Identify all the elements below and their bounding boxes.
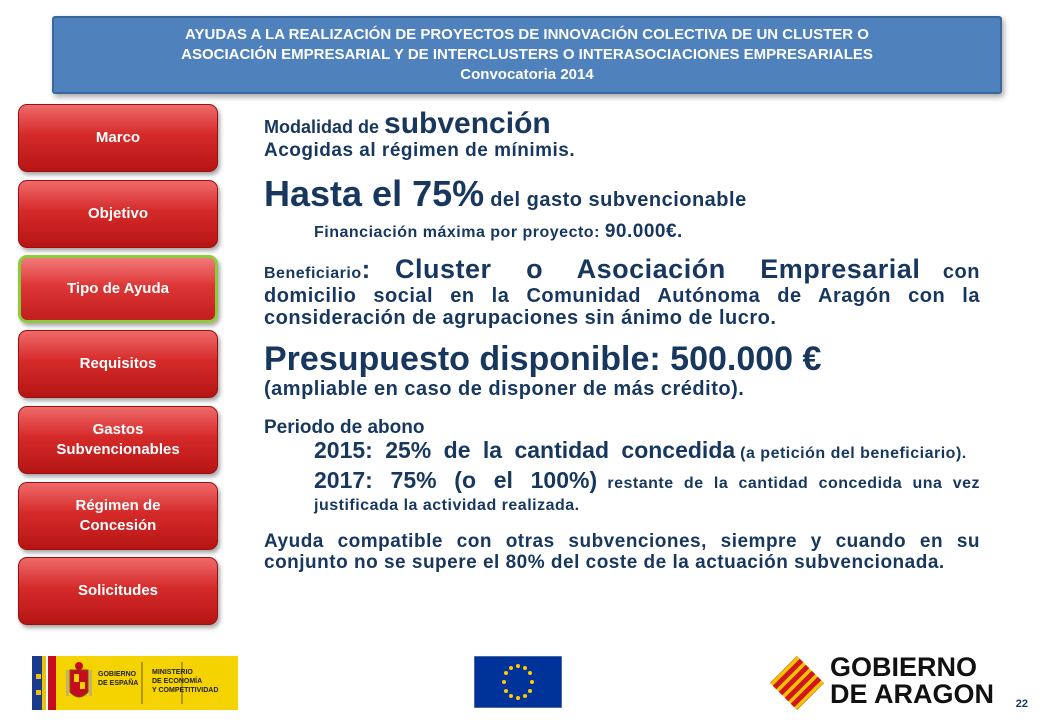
periodo-heading: Periodo de abono (264, 417, 425, 438)
aragon-text: GOBIERNO DE ARAGON (830, 654, 994, 708)
nav-button-solicitudes[interactable]: Solicitudes (18, 557, 218, 625)
spain-coat-of-arms-icon (32, 656, 238, 710)
gobierno-espana-text: GOBIERNO DE ESPAÑA (98, 670, 138, 688)
periodo-2017-big: 2017: 75% (o el 100%) (314, 467, 598, 493)
gob-espana-line-2: DE ESPAÑA (98, 680, 139, 687)
modalidad-prefix: Modalidad de (264, 117, 385, 137)
modalidad-line: Modalidad de subvención (264, 109, 980, 139)
main-content: Modalidad de subvención Acogidas al régi… (264, 109, 980, 574)
compatible-paragraph: Ayuda compatible con otras subvenciones,… (264, 531, 980, 573)
page-number: 22 (1015, 698, 1028, 710)
financiacion-label: Financiación máxima por proyecto: (314, 224, 605, 241)
title-line-1: AYUDAS A LA REALIZACIÓN DE PROYECTOS DE … (185, 26, 869, 43)
gobierno-espana-logo: GOBIERNO DE ESPAÑA MINISTERIO DE ECONOMÍ… (32, 656, 238, 710)
periodo-2017: 2017: 75% (o el 100%) restante de la can… (264, 469, 980, 517)
nav-label: Solicitudes (77, 582, 159, 599)
ministerio-line-1: MINISTERIO (152, 669, 193, 676)
periodo-2017-small: restante de la cantidad concedida una ve… (314, 475, 980, 514)
nav-label: Requisitos (79, 355, 157, 372)
title-line-3: Convocatoria 2014 (460, 66, 594, 83)
nav-button-gastos-subvencionables[interactable]: Gastos Subvencionables (18, 406, 218, 474)
hasta-rest: del gasto subvencionable (484, 189, 747, 211)
aragon-line-1: GOBIERNO (830, 652, 978, 682)
eu-flag (473, 655, 563, 709)
aragon-flag-icon (770, 656, 824, 710)
acogidas-line: Acogidas al régimen de mínimis. (264, 140, 576, 161)
ministerio-line-3: Y COMPETITIVIDAD (152, 687, 219, 694)
gobierno-aragon-logo: GOBIERNO DE ARAGON (770, 654, 1002, 710)
nav-button-objetivo[interactable]: Objetivo (18, 180, 218, 248)
nav-label: Gastos Subvencionables (56, 421, 180, 458)
hasta-big: Hasta el 75% (264, 173, 485, 214)
presupuesto-line: Presupuesto disponible: 500.000 € (264, 340, 822, 378)
nav-label: Tipo de Ayuda (67, 280, 169, 297)
nav-button-regimen-de-concesion[interactable]: Régimen de Concesión (18, 482, 218, 550)
hasta-line: Hasta el 75% del gasto subvencionable (264, 175, 980, 221)
ampliable-line: (ampliable en caso de disponer de más cr… (264, 378, 745, 400)
beneficiario-label: Beneficiario (264, 265, 362, 282)
periodo-2015: 2015: 25% de la cantidad concedida (a pe… (264, 439, 980, 465)
financiacion-line: Financiación máxima por proyecto: 90.000… (264, 221, 980, 244)
beneficiario-big: Cluster o Asociación Empresarial (395, 254, 921, 284)
nav-label: Marco (95, 129, 141, 146)
ministerio-line-2: DE ECONOMÍA (152, 678, 203, 685)
title-banner: AYUDAS A LA REALIZACIÓN DE PROYECTOS DE … (52, 16, 1002, 94)
nav-label: Régimen de Concesión (75, 497, 161, 534)
nav-button-marco[interactable]: Marco (18, 104, 218, 172)
financiacion-value: 90.000€. (604, 221, 683, 242)
nav-label: Objetivo (87, 205, 148, 222)
modalidad-word: subvención (384, 107, 551, 140)
nav-button-tipo-de-ayuda[interactable]: Tipo de Ayuda (18, 255, 218, 323)
title-line-2: ASOCIACIÓN EMPRESARIAL Y DE INTERCLUSTER… (181, 46, 873, 63)
nav-button-requisitos[interactable]: Requisitos (18, 330, 218, 398)
beneficiario-rest: con domicilio social en la Comunidad Aut… (264, 261, 980, 329)
beneficiario-colon: : (361, 254, 396, 284)
beneficiario-paragraph: Beneficiario: Cluster o Asociación Empre… (264, 256, 980, 330)
ministerio-text: MINISTERIO DE ECONOMÍA Y COMPETITIVIDAD (152, 668, 218, 695)
periodo-2015-big: 2015: 25% de la cantidad concedida (314, 437, 736, 463)
periodo-2015-small: (a petición del beneficiario). (735, 445, 967, 462)
eu-flag-icon (473, 655, 563, 709)
gob-espana-line-1: GOBIERNO (98, 671, 137, 678)
aragon-line-2: DE ARAGON (830, 679, 995, 709)
